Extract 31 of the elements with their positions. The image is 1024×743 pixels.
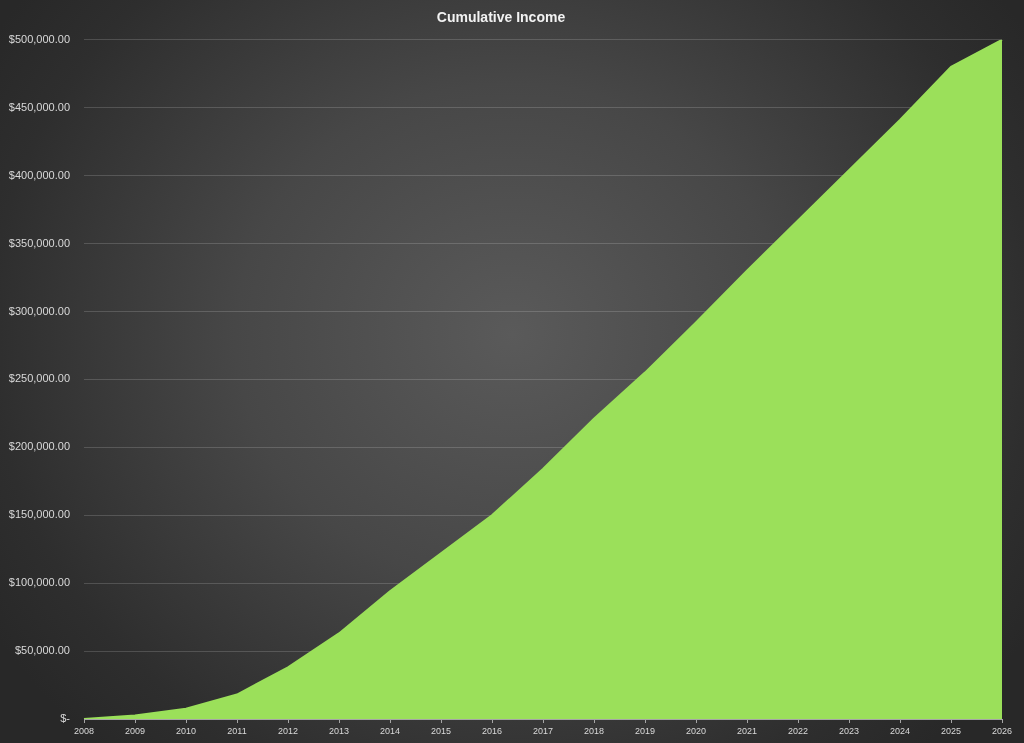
- x-tick-label: 2021: [736, 725, 758, 736]
- x-tick-label: 2014: [379, 725, 401, 736]
- y-tick-label: $150,000.00: [8, 508, 70, 521]
- y-tick-label: $250,000.00: [8, 372, 70, 385]
- x-tick-label: 2016: [481, 725, 503, 736]
- x-tick-label: 2026: [991, 725, 1013, 736]
- y-tick-label: $350,000.00: [8, 236, 70, 249]
- x-tick-label: 2020: [685, 725, 707, 736]
- x-tick-label: 2010: [175, 725, 197, 736]
- y-tick-label: $200,000.00: [8, 440, 70, 453]
- x-tick-label: 2025: [940, 725, 962, 736]
- y-tick-label: $300,000.00: [8, 304, 70, 317]
- x-tick-label: 2012: [277, 725, 299, 736]
- x-tick-label: 2022: [787, 725, 809, 736]
- x-tick-label: 2024: [889, 725, 911, 736]
- y-tick-label: $400,000.00: [8, 168, 70, 181]
- y-tick-label: $450,000.00: [8, 100, 70, 113]
- chart-title: Cumulative Income: [436, 9, 566, 26]
- x-tick-label: 2008: [73, 725, 95, 736]
- x-tick-label: 2013: [328, 725, 350, 736]
- x-tick-label: 2017: [532, 725, 554, 736]
- x-tick-label: 2011: [227, 725, 247, 736]
- y-tick-label: $-: [60, 712, 71, 725]
- y-tick-label: $50,000.00: [14, 644, 70, 657]
- x-tick-label: 2023: [838, 725, 860, 736]
- x-tick-label: 2015: [430, 725, 452, 736]
- x-tick-label: 2009: [124, 725, 146, 736]
- y-tick-label: $500,000.00: [8, 32, 70, 45]
- y-tick-label: $100,000.00: [8, 576, 70, 589]
- x-tick-label: 2018: [583, 725, 605, 736]
- x-tick-label: 2019: [634, 725, 656, 736]
